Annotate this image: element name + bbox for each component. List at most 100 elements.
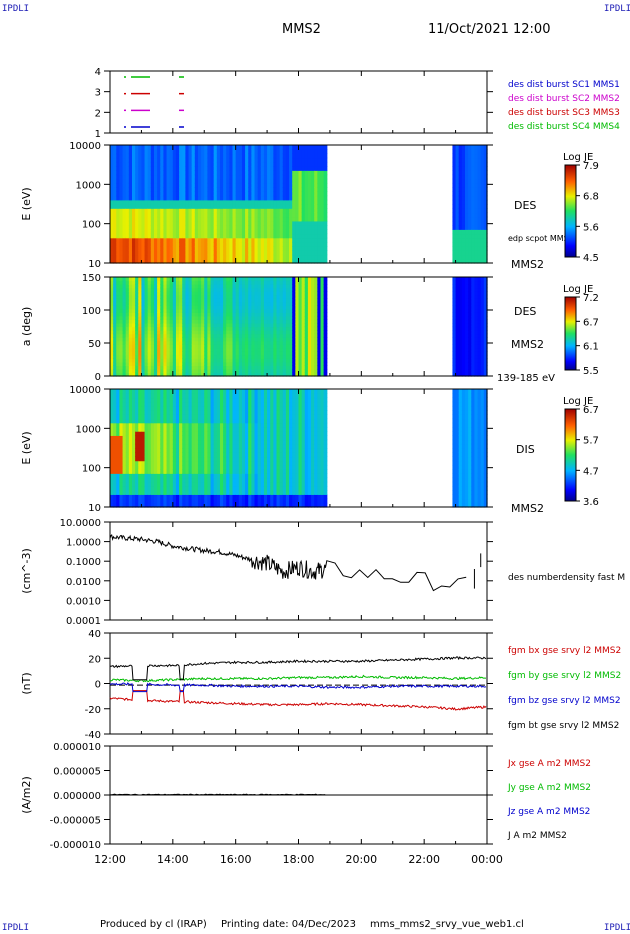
heatmap-cell [160,280,165,285]
heatmap-cell [317,166,322,171]
heatmap-cell [276,161,281,167]
heatmap-cell [160,237,165,243]
heatmap-cell [141,315,146,321]
heatmap-cell [204,182,208,188]
heatmap-cell [197,191,202,197]
heatmap-cell [458,216,463,222]
heatmap-cell [163,250,168,256]
heatmap-cell [169,301,174,306]
heatmap-cell [138,372,143,377]
heatmap-cell [254,208,259,214]
heatmap-cell [169,340,174,345]
heatmap-cell [458,225,463,230]
heatmap-cell [238,294,243,299]
heatmap-cell [131,153,136,159]
heatmap-cell [307,161,312,167]
heatmap-cell [458,351,463,356]
heatmap-cell [110,187,114,192]
heatmap-cell [125,241,130,247]
heatmap-cell [320,361,325,366]
heatmap-cell [110,414,114,420]
heatmap-cell [144,351,149,356]
heatmap-cell [241,145,246,150]
heatmap-cell [260,277,265,282]
heatmap-cell [483,284,488,289]
heatmap-cell [147,258,152,264]
heatmap-cell [128,347,133,352]
heatmap-cell [131,225,136,230]
heatmap-cell [298,365,303,370]
heatmap-cell [468,354,472,359]
heatmap-cell [241,354,246,359]
heatmap-cell [204,208,208,214]
heatmap-cell [263,191,268,197]
heatmap-cell [179,347,183,352]
heatmap-cell [135,473,139,479]
heatmap-cell [229,191,234,197]
heatmap-cell [285,229,290,235]
heatmap-cell [131,258,136,264]
heatmap-cell [270,284,274,289]
heatmap-cell [153,157,158,163]
heatmap-cell [452,229,457,235]
heatmap-cell [116,401,121,407]
heatmap-cell [254,233,259,239]
heatmap-cell [314,149,318,155]
heatmap-cell [128,258,133,264]
heatmap-cell [270,174,274,180]
heatmap-cell [304,287,309,292]
heatmap-cell [201,191,205,197]
heatmap-cell [465,246,469,251]
heatmap-cell [226,351,230,356]
heatmap-cell [301,301,306,306]
heatmap-cell [285,241,290,247]
heatmap-cell [125,393,130,399]
heatmap-cell [241,358,246,363]
heatmap-cell [295,166,300,171]
heatmap-cell [172,368,177,374]
heatmap-cell [289,241,293,247]
heatmap-cell [135,405,139,411]
heatmap-cell [207,326,212,331]
heatmap-cell [216,216,221,222]
heatmap-cell [201,344,205,349]
heatmap-cell [141,174,146,180]
heatmap-cell [301,280,306,285]
heatmap-cell [323,301,328,306]
heatmap-cell [150,347,155,352]
heatmap-cell [307,246,312,251]
heatmap-cell [311,319,315,324]
heatmap-cell [241,330,246,335]
heatmap-cell [245,308,249,313]
heatmap-cell [307,250,312,256]
heatmap-cell [197,178,202,184]
heatmap-cell [282,149,287,155]
heatmap-cell [169,287,174,292]
heatmap-cell [235,149,240,155]
heatmap-cell [304,187,309,192]
heatmap-cell [276,166,281,171]
heatmap-cell [201,277,205,282]
heatmap-cell [273,149,278,155]
heatmap-cell [238,298,243,303]
heatmap-cell [138,405,143,411]
heatmap-cell [194,291,199,296]
heatmap-cell [455,344,460,349]
heatmap-cell [166,258,171,264]
heatmap-cell [304,166,309,171]
heatmap-cell [480,166,485,171]
heatmap-cell [260,322,265,328]
heatmap-cell [270,315,274,321]
heatmap-cell [201,340,205,345]
heatmap-cell [295,178,300,184]
heatmap-cell [119,319,124,324]
heatmap-cell [141,452,146,458]
heatmap-cell [238,315,243,321]
heatmap-cell [219,340,224,345]
heatmap-cell [323,241,328,247]
heatmap-cell [182,191,186,197]
heatmap-cell [461,312,466,317]
heatmap-cell [317,337,322,342]
heatmap-cell [320,246,325,251]
heatmap-cell [304,254,309,260]
